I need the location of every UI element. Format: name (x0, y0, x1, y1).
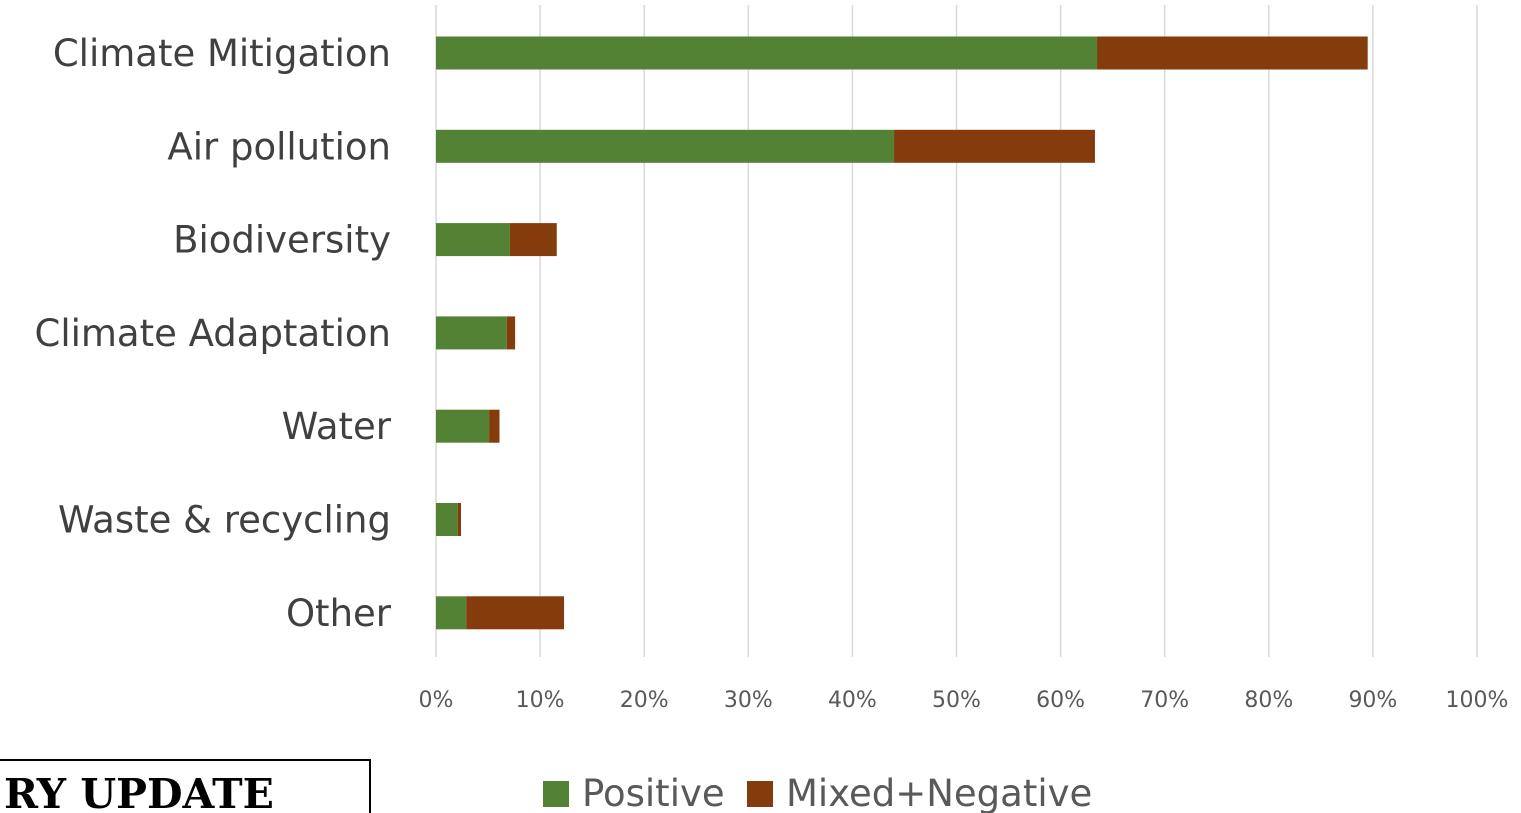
bar-mixed-negative (457, 503, 461, 536)
legend-label: Mixed+Negative (786, 772, 1092, 813)
bar-positive (436, 36, 1098, 70)
bar-positive (436, 316, 507, 350)
category-label: Climate Mitigation (53, 32, 391, 75)
x-tick-label: 90% (1348, 688, 1397, 713)
x-tick-label: 100% (1446, 688, 1509, 713)
category-label: Biodiversity (173, 219, 391, 262)
bar-mixed-negative (466, 596, 565, 630)
x-tick-label: 70% (1140, 688, 1189, 713)
category-labels: Climate Mitigation Air pollution Biodivers… (34, 32, 391, 635)
x-tick-label: 40% (828, 688, 877, 713)
bar-mixed-negative (489, 409, 500, 443)
legend-swatch (543, 781, 569, 807)
x-tick-label: 20% (620, 688, 669, 713)
x-tick-label: 10% (516, 688, 565, 713)
category-label: Waste & recycling (58, 499, 391, 542)
legend: Positive Mixed+Negative (543, 772, 1092, 813)
bar-mixed-negative (509, 223, 557, 257)
overlay-box: RY UPDATE (0, 759, 371, 813)
x-tick-label: 50% (932, 688, 981, 713)
bar-positive (436, 129, 895, 163)
bar-positive (436, 223, 510, 257)
category-label: Water (282, 405, 392, 448)
bar-mixed-negative (506, 316, 516, 350)
x-tick-label: 30% (724, 688, 773, 713)
x-tick-label: 80% (1244, 688, 1293, 713)
gridlines (435, 5, 1478, 657)
legend-swatch (747, 781, 773, 807)
bar-positive (436, 409, 490, 443)
x-tick-label: 0% (419, 688, 454, 713)
bar-positive (436, 503, 458, 536)
overlay-box-frame (0, 759, 371, 813)
overlay-box-text: RY UPDATE (4, 770, 274, 813)
legend-label: Positive (582, 772, 725, 813)
bar-mixed-negative (894, 129, 1095, 163)
category-label: Climate Adaptation (34, 312, 391, 355)
category-label: Other (286, 592, 392, 635)
category-label: Air pollution (167, 125, 391, 168)
x-axis-tick-labels: 0% 10% 20% 30% 40% 50% 60% 70% 80% 90% 100% (419, 688, 1509, 713)
bars (436, 36, 1368, 630)
x-tick-label: 60% (1036, 688, 1085, 713)
bar-mixed-negative (1097, 36, 1368, 70)
bar-positive (436, 596, 467, 630)
